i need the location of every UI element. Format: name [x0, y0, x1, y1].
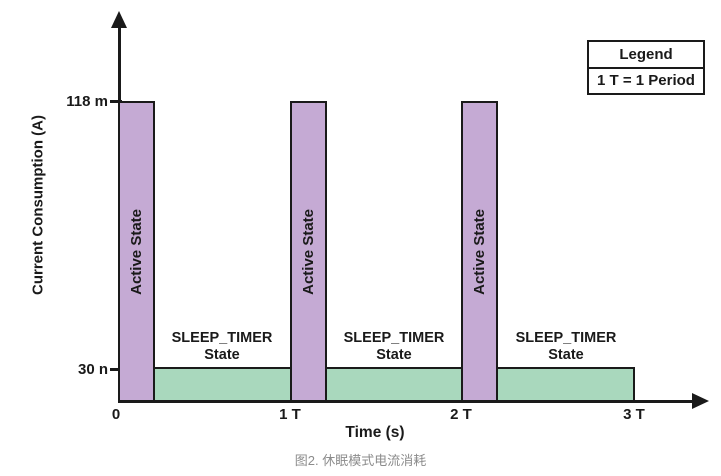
- y-axis-arrowhead-icon: [111, 11, 127, 28]
- sleep-timer-bar-3: [496, 367, 635, 402]
- x-tick-label-2t: 2 T: [450, 406, 472, 423]
- sleep-timer-bar-2: [325, 367, 463, 402]
- figure-caption: 图2. 休眠模式电流消耗: [294, 453, 427, 468]
- legend-entry-period: 1 T = 1 Period: [597, 72, 695, 90]
- active-state-label-1: Active State: [128, 208, 145, 295]
- x-tick-label-0: 0: [111, 406, 121, 423]
- y-tick-30n: [110, 368, 122, 371]
- y-tick-118m: [110, 100, 122, 103]
- x-axis-title: Time (s): [345, 424, 405, 441]
- legend-title: Legend: [589, 42, 703, 69]
- sleep-timer-bar-1: [153, 367, 292, 402]
- x-tick-label-3t: 3 T: [623, 406, 645, 423]
- sleep-timer-label-2: SLEEP_TIMER State: [343, 330, 445, 363]
- sleep-timer-label-3: SLEEP_TIMER State: [515, 330, 617, 363]
- y-axis-title: Current Consumption (A): [29, 115, 47, 295]
- active-state-bar-2: Active State: [290, 101, 327, 402]
- sleep-timer-label-1: SLEEP_TIMER State: [171, 330, 273, 363]
- active-state-bar-1: Active State: [118, 101, 155, 402]
- y-tick-label-118m: 118 m: [66, 93, 108, 110]
- x-axis-arrowhead-icon: [692, 393, 709, 409]
- legend-box: Legend 1 T = 1 Period: [587, 40, 705, 95]
- active-state-label-2: Active State: [300, 208, 317, 295]
- active-state-label-3: Active State: [471, 208, 488, 295]
- y-tick-label-30n: 30 n: [77, 361, 108, 378]
- x-tick-label-1t: 1 T: [279, 406, 301, 423]
- active-state-bar-3: Active State: [461, 101, 498, 402]
